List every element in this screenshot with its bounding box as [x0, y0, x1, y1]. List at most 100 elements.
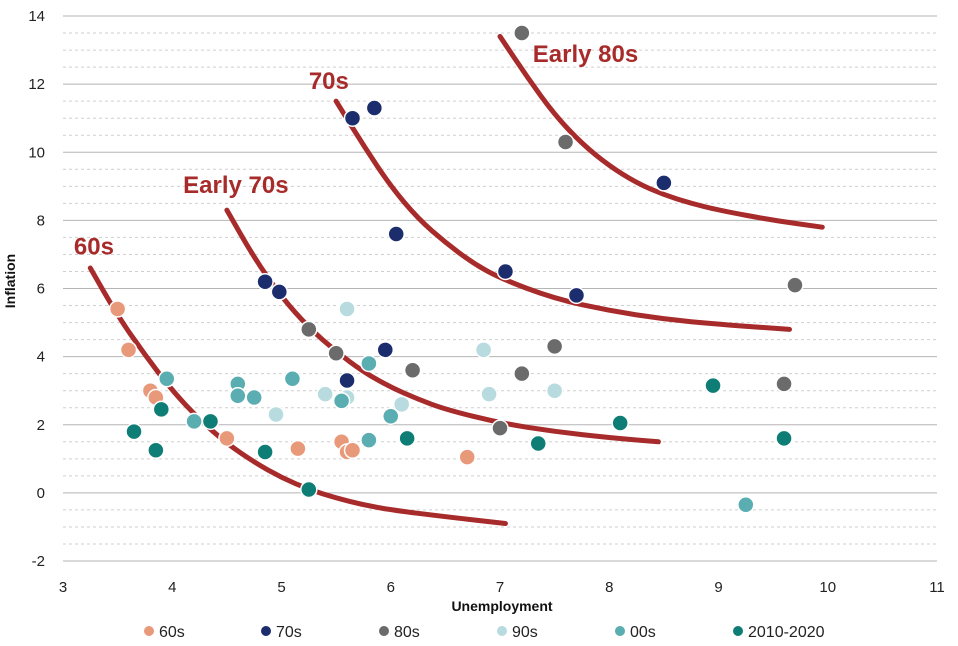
legend-label-80s: 80s: [394, 624, 420, 641]
point-00s: [360, 431, 378, 449]
point-60s: [218, 429, 236, 448]
ticks-layer: -2 0 2 4 6 8 10 12 14 3 4 5 6 7 8 9 10 11: [28, 8, 944, 596]
point-2010-2020: [256, 443, 274, 461]
point-80s: [513, 24, 531, 42]
point-90s: [480, 385, 498, 403]
legend-marker-60s: [144, 626, 154, 636]
y-tick-label: -2: [32, 553, 45, 570]
point-90s: [338, 300, 356, 318]
point-90s: [316, 385, 334, 403]
point-60s: [343, 441, 362, 460]
curve-label: Early 80s: [533, 41, 638, 68]
legend-marker-80s: [379, 626, 389, 636]
point-90s: [545, 381, 564, 400]
point-80s: [403, 361, 422, 379]
point-80s: [491, 419, 509, 437]
point-90s: [474, 341, 493, 359]
point-2010-2020: [611, 414, 629, 432]
point-80s: [327, 344, 345, 362]
point-2010-2020: [398, 429, 416, 448]
legend-label-90s: 90s: [512, 624, 538, 641]
point-90s: [267, 405, 285, 424]
point-70s: [256, 272, 274, 291]
x-tick-label: 5: [277, 579, 285, 596]
curve-70s: [333, 98, 793, 332]
point-70s: [338, 371, 356, 390]
y-axis-title: Inflation: [2, 254, 18, 308]
point-60s: [108, 300, 127, 318]
grid-layer: [63, 15, 937, 562]
curve-early-70s: [224, 207, 661, 445]
legend-marker-00s: [615, 626, 625, 636]
curve-label: Early 70s: [183, 172, 288, 199]
y-tick-label: 14: [28, 8, 45, 25]
y-tick-label: 4: [37, 349, 45, 366]
point-00s: [229, 387, 247, 405]
point-70s: [496, 262, 515, 281]
x-axis-title: Unemployment: [451, 598, 552, 614]
y-tick-label: 0: [37, 485, 45, 502]
x-tick-label: 7: [496, 579, 504, 596]
point-00s: [283, 370, 302, 388]
y-tick-label: 10: [28, 144, 45, 161]
y-tick-label: 6: [37, 281, 45, 298]
point-2010-2020: [300, 480, 318, 499]
point-60s: [119, 341, 138, 359]
x-tick-label: 8: [605, 579, 613, 596]
point-70s: [270, 283, 289, 301]
point-00s: [382, 407, 400, 425]
legend-label-60s: 60s: [159, 624, 185, 641]
legend-marker-90s: [497, 626, 507, 636]
point-00s: [158, 370, 176, 388]
y-tick-label: 12: [28, 76, 45, 93]
point-70s: [567, 286, 586, 305]
point-70s: [655, 174, 673, 192]
point-2010-2020: [704, 376, 722, 395]
x-tick-label: 9: [714, 579, 722, 596]
legend: 60s 70s 80s 90s 00s 2010-2020: [144, 624, 825, 641]
curve-early-80s: [497, 33, 825, 230]
point-00s: [245, 388, 263, 407]
point-2010-2020: [201, 412, 220, 431]
legend-label-2010-2020: 2010-2020: [748, 624, 825, 641]
x-tick-label: 6: [387, 579, 395, 596]
point-2010-2020: [529, 434, 547, 453]
point-00s: [332, 392, 351, 410]
y-tick-label: 8: [37, 212, 45, 229]
point-90s: [392, 395, 411, 414]
point-70s: [387, 225, 405, 243]
legend-label-70s: 70s: [276, 624, 302, 641]
point-80s: [513, 364, 531, 383]
point-80s: [775, 375, 793, 393]
legend-marker-2010-2020: [733, 626, 743, 636]
curve-label: 60s: [74, 233, 114, 260]
point-80s: [556, 133, 575, 151]
point-00s: [360, 354, 378, 373]
x-tick-label: 11: [929, 579, 945, 596]
x-tick-label: 10: [819, 579, 836, 596]
curve-label: 70s: [309, 68, 349, 95]
point-60s: [289, 439, 307, 458]
legend-label-00s: 00s: [630, 624, 656, 641]
x-tick-label: 3: [59, 579, 67, 596]
point-70s: [343, 109, 362, 127]
point-60s: [458, 448, 476, 466]
point-2010-2020: [152, 400, 171, 419]
x-tick-label: 4: [168, 579, 176, 596]
point-70s: [365, 99, 384, 117]
point-80s: [786, 276, 804, 294]
point-70s: [376, 341, 395, 359]
curves-layer: [87, 33, 825, 527]
point-2010-2020: [775, 429, 793, 448]
curve-labels-layer: 60s Early 70s 70s Early 80s: [74, 41, 638, 260]
points-layer: [108, 24, 804, 514]
point-80s: [545, 337, 564, 356]
curve-60s: [87, 265, 508, 527]
point-00s: [737, 496, 755, 514]
point-2010-2020: [125, 422, 143, 441]
point-80s: [300, 320, 318, 339]
point-00s: [185, 412, 203, 431]
y-tick-label: 2: [37, 417, 45, 434]
